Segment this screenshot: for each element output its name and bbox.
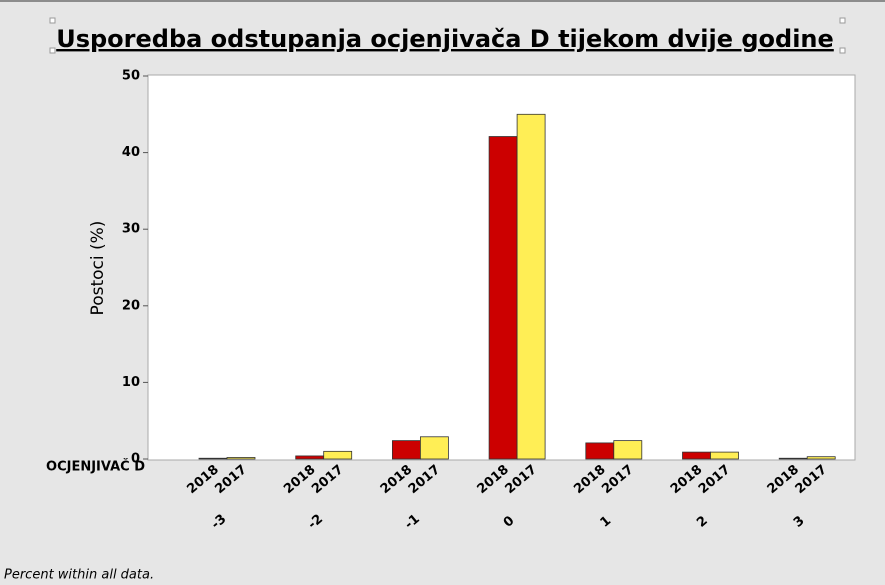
bar — [585, 442, 615, 460]
bar — [613, 440, 643, 460]
bar — [516, 113, 546, 460]
bar — [198, 457, 228, 460]
y-tick-label: 0 — [131, 452, 140, 467]
bar — [391, 440, 421, 460]
bar — [488, 136, 518, 460]
chart-title: Usporedba odstupanja ocjenjivača D tijek… — [56, 25, 834, 53]
bar — [323, 450, 353, 460]
bar — [295, 455, 325, 460]
y-tick-label: 30 — [122, 222, 140, 237]
x-axis-label: OCJENJIVAČ D — [46, 459, 145, 475]
y-tick-label: 10 — [122, 375, 140, 390]
footnote: Percent within all data. — [4, 568, 154, 583]
bar — [778, 457, 808, 460]
y-tick-label: 50 — [122, 69, 140, 84]
handles — [49, 17, 846, 54]
y-tick-label: 40 — [122, 145, 140, 160]
bar — [806, 456, 836, 460]
y-axis-label: Postoci (%) — [88, 221, 108, 316]
y-tick-label: 20 — [122, 298, 140, 313]
bar — [226, 457, 256, 460]
bar — [710, 451, 739, 460]
bar — [419, 436, 449, 460]
bar — [682, 451, 711, 460]
